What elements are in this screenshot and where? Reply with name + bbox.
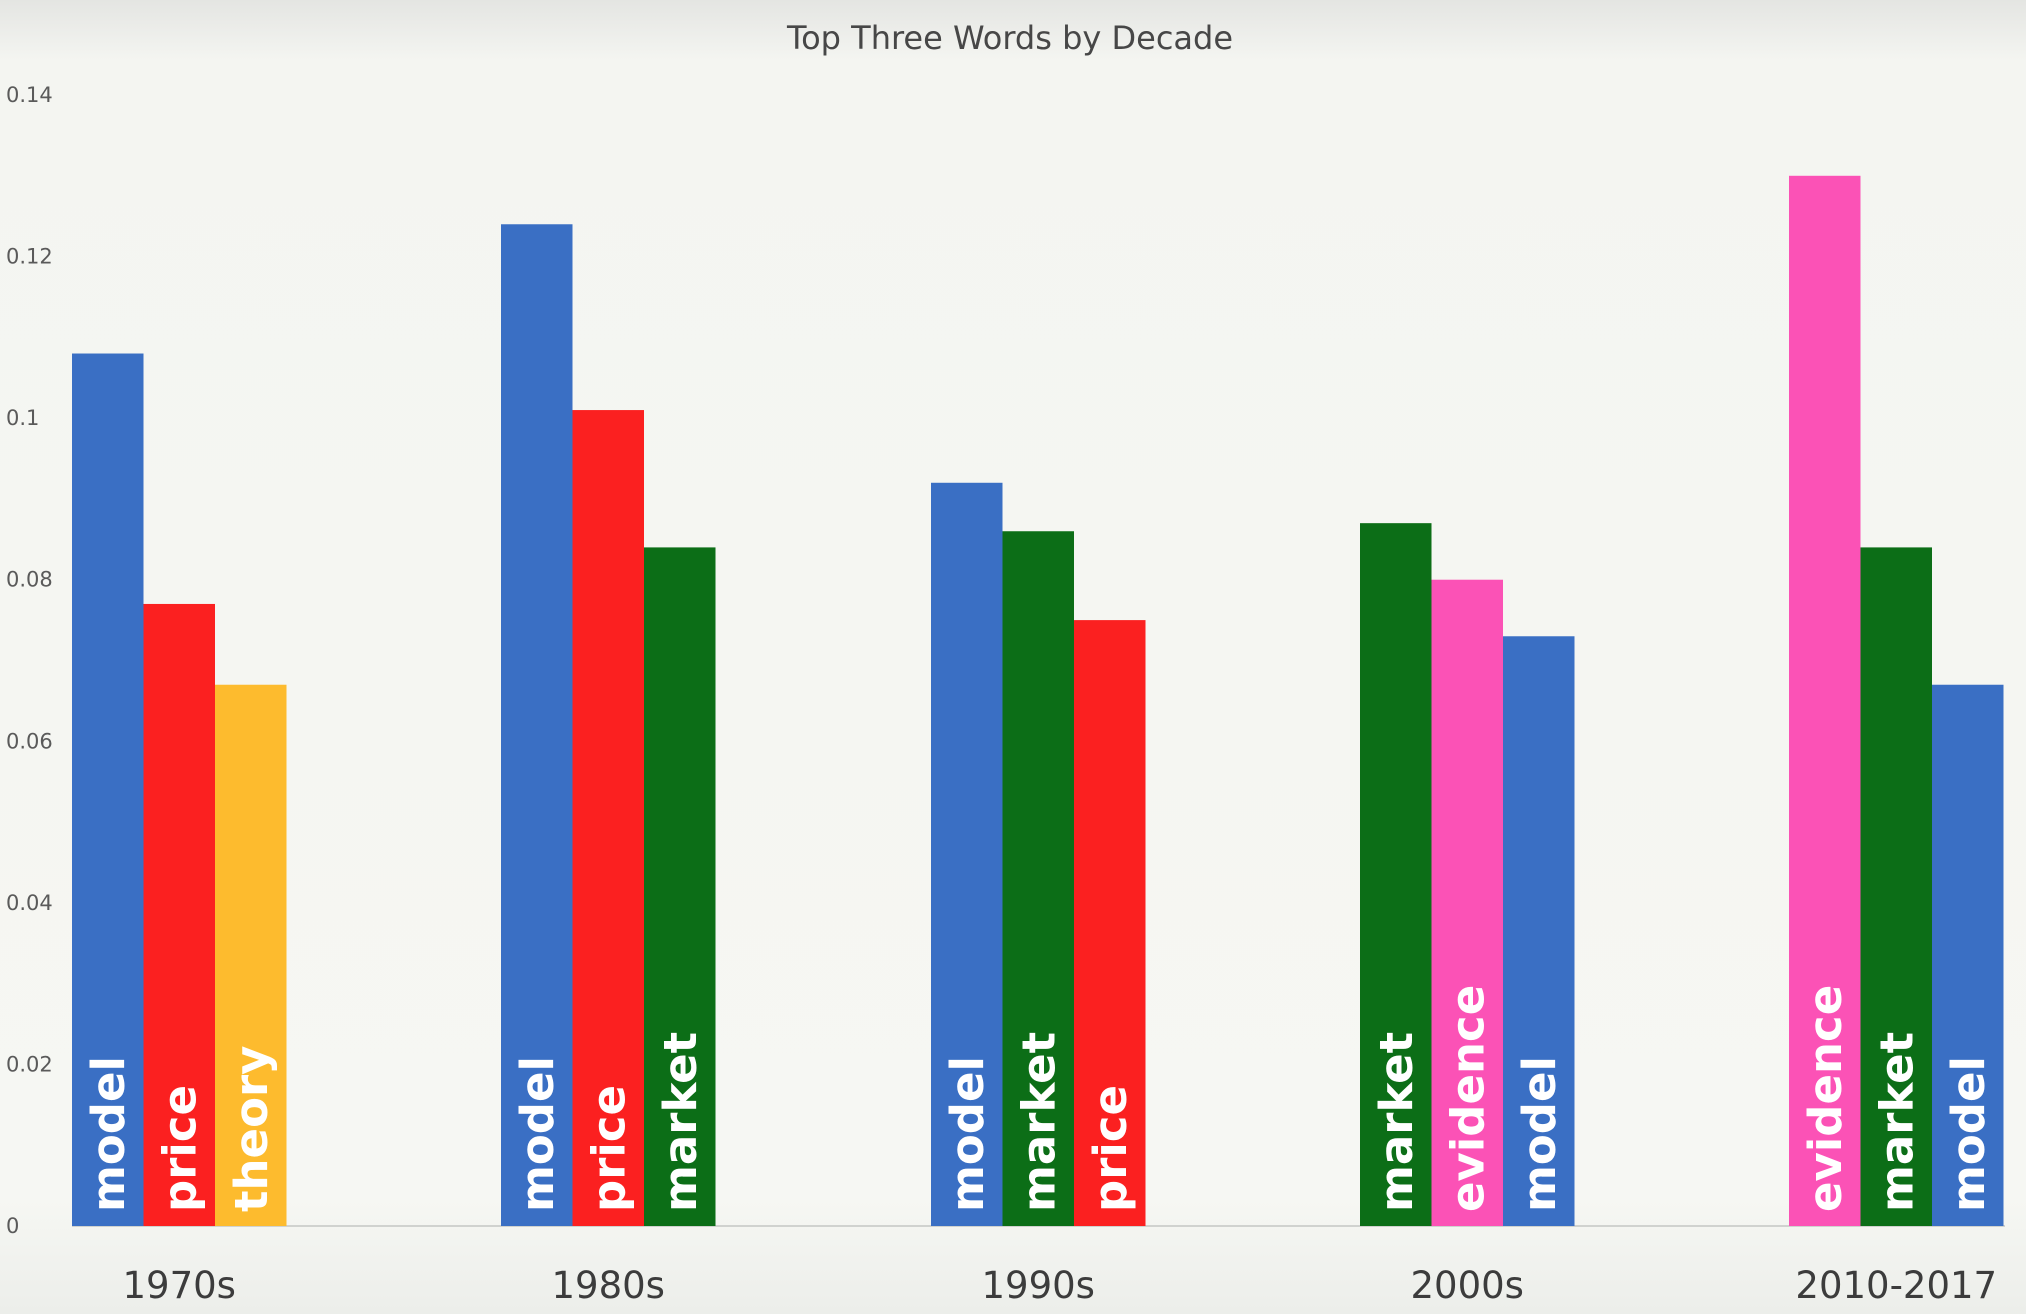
bar-price [143,603,215,1226]
bar-model [72,353,144,1226]
bar-evidence [1789,175,1861,1226]
y-tick-label: 0.06 [6,729,53,753]
bar-label-market: market [1370,1032,1423,1212]
bar-label-model: model [1942,1056,1995,1212]
bar-theory [215,684,287,1226]
bar-label-price: price [153,1085,206,1212]
x-axis: 1970s 1980s 1990s 2000s 2010-2017 [123,1264,1998,1307]
bar-label-model: model [82,1056,135,1212]
x-tick-label: 1970s [123,1264,236,1307]
y-tick-label: 0.1 [6,406,39,430]
bar-model [1932,684,2004,1226]
bar-model [1503,636,1575,1226]
bar-label-price: price [582,1085,635,1212]
chart-title: Top Three Words by Decade [786,19,1233,57]
bar-label-market: market [654,1032,707,1212]
bar-label-market: market [1870,1032,1923,1212]
bar-label-model: model [511,1056,564,1212]
y-tick-label: 0.14 [6,83,53,107]
bar-group-1970s: model price theory [72,353,287,1226]
y-tick-label: 0.12 [6,245,53,269]
bar-label-price: price [1084,1085,1137,1212]
bar-label-evidence: evidence [1441,985,1494,1212]
bar-group-1990s: model market price [931,482,1146,1226]
bar-evidence [1431,579,1503,1226]
x-tick-label: 2010-2017 [1795,1264,1997,1307]
bar-model [931,482,1003,1226]
y-axis: 0 0.02 0.04 0.06 0.08 0.1 0.12 0.14 [6,83,53,1238]
y-tick-label: 0.04 [6,891,53,915]
bar-market [1002,531,1074,1226]
bar-price [1074,620,1146,1226]
y-tick-label: 0.08 [6,568,53,592]
bar-group-2000s: market evidence model [1360,523,1575,1226]
x-tick-label: 1980s [552,1264,665,1307]
bar-market [644,547,716,1226]
y-tick-label: 0 [6,1214,19,1238]
bar-market [1860,547,1932,1226]
x-tick-label: 2000s [1411,1264,1524,1307]
bar-label-market: market [1012,1032,1065,1212]
bar-group-1980s: model price market [501,224,716,1226]
y-tick-label: 0.02 [6,1052,53,1076]
x-tick-label: 1990s [982,1264,1095,1307]
bar-label-evidence: evidence [1799,985,1852,1212]
bar-market [1360,523,1432,1226]
bar-model [501,224,573,1226]
bar-price [572,410,644,1226]
bar-groups: model price theory model price market model mar… [72,175,2004,1226]
bar-label-model: model [941,1056,994,1212]
bar-group-2010-2017: evidence market model [1789,175,2004,1226]
bar-label-theory: theory [225,1045,278,1212]
bar-label-model: model [1513,1056,1566,1212]
